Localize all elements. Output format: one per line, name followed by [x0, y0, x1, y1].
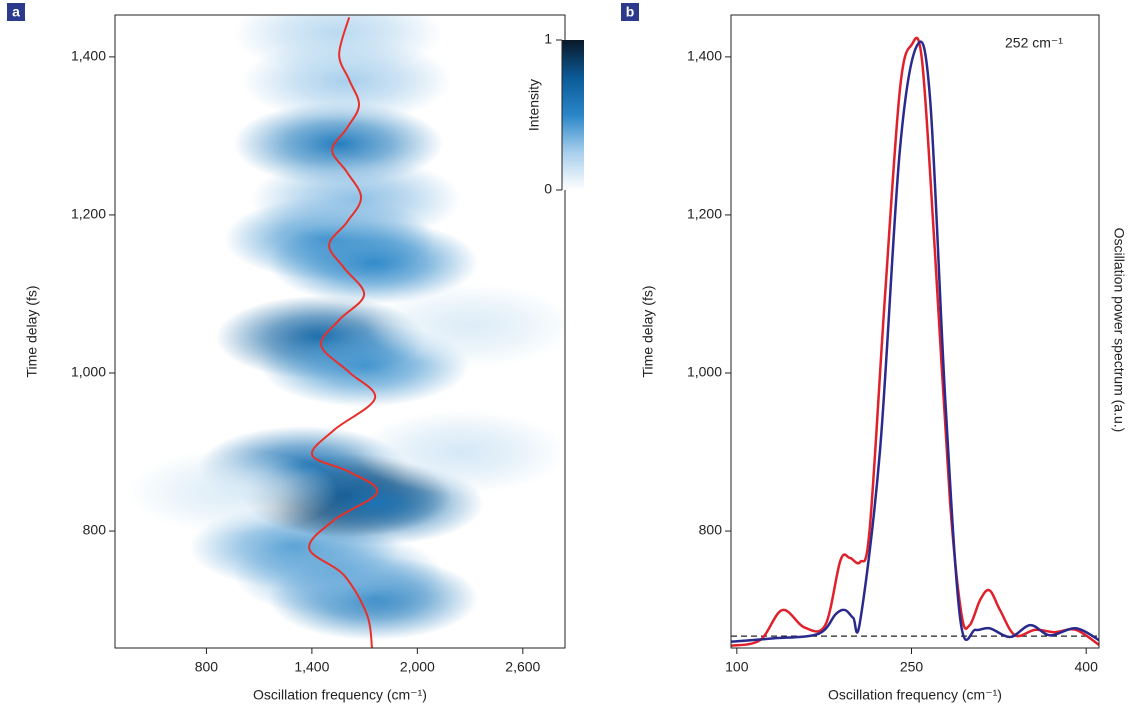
y-axis-label: Time delay (fs)	[24, 285, 40, 377]
plot-frame	[114, 14, 566, 649]
x-tick-label: 2,000	[400, 659, 435, 675]
x-axis-label: Oscillation frequency (cm⁻¹)	[253, 687, 427, 703]
ridge-line	[308, 17, 379, 648]
x-tick-label: 1,400	[294, 659, 329, 675]
x-tick-label: 100	[725, 659, 749, 675]
right-axis-label: Oscillation power spectrum (a.u.)	[1111, 228, 1127, 433]
plot-area	[127, 15, 565, 648]
x-tick-label: 250	[900, 659, 924, 675]
panel-label: a	[12, 4, 20, 20]
colorbar	[562, 40, 584, 190]
y-tick-label: 1,000	[687, 364, 722, 380]
colorbar-label: Intensity	[526, 79, 542, 131]
y-tick-label: 800	[83, 522, 107, 538]
y-tick-label: 1,000	[71, 364, 106, 380]
heat-blob	[233, 15, 444, 76]
annotation: 252 cm⁻¹	[1005, 35, 1063, 51]
panel-label-box	[621, 3, 639, 21]
y-tick-label: 1,400	[71, 48, 106, 64]
x-tick-label: 2,600	[505, 659, 540, 675]
heat-blob	[365, 283, 565, 368]
y-tick-label: 800	[699, 522, 723, 538]
x-axis-label: Oscillation frequency (cm⁻¹)	[828, 687, 1002, 703]
spectrum-line	[731, 40, 1099, 643]
colorbar-tick-label: 0	[544, 181, 552, 197]
heat-blob	[356, 410, 565, 495]
colorbar-tick-label: 1	[544, 31, 552, 47]
y-axis-label: Time delay (fs)	[640, 285, 656, 377]
plot-frame	[730, 14, 1100, 649]
y-tick-label: 1,200	[71, 206, 106, 222]
y-tick-label: 1,200	[687, 206, 722, 222]
x-tick-label: 800	[195, 659, 219, 675]
heat-blob	[127, 449, 338, 534]
panel-label: b	[626, 4, 635, 20]
spectrum-line	[731, 36, 1099, 647]
plot-area	[731, 36, 1099, 647]
panel-label-box	[7, 3, 25, 21]
heat-blob	[250, 157, 461, 242]
x-tick-label: 400	[1075, 659, 1099, 675]
y-tick-label: 1,400	[687, 48, 722, 64]
